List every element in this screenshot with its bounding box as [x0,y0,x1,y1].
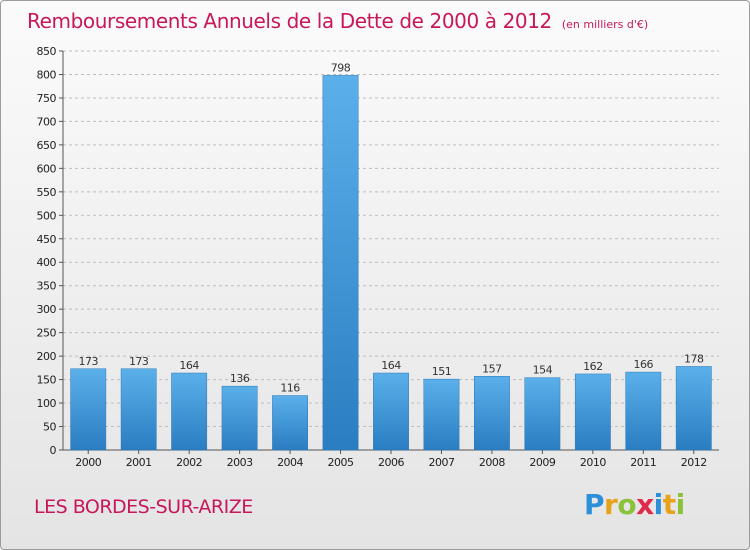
commune-name: LES BORDES-SUR-ARIZE [34,496,253,518]
data-label: 116 [280,382,300,395]
y-tick-label: 650 [37,139,57,152]
bar [574,373,611,451]
x-tick-labels: 2000 2001 2002 2003 2004 2005 2006 2007 2008 2009… [75,456,707,469]
bar [373,372,409,451]
bar [423,378,460,451]
y-tick-label: 200 [37,350,57,363]
x-tick-label: 2011 [630,456,656,469]
y-tick-label: 450 [37,233,57,246]
bar [171,372,208,451]
y-tick-label: 600 [37,162,57,175]
x-tick-label: 2005 [328,456,354,469]
x-tick-label: 2012 [681,456,707,469]
y-tick-label: 850 [37,45,57,58]
chart-title-main: Remboursements Annuels de la Dette de 20… [27,9,552,33]
x-tick-label: 2008 [479,456,505,469]
bar [272,395,308,451]
logo-letter: i [675,488,686,521]
data-label: 166 [634,358,654,371]
data-label: 162 [583,360,603,373]
proxiti-logo: Proxiti [584,488,685,521]
y-tick-label: 800 [37,68,57,81]
data-label: 173 [78,355,98,368]
logo-letter: t [662,488,676,521]
data-label: 157 [482,362,502,375]
y-tick-label: 750 [37,92,57,105]
x-tick-label: 2006 [378,456,404,469]
bar [474,376,510,451]
bar [120,368,157,451]
y-tick-label: 400 [37,256,57,269]
data-label: 164 [381,359,401,372]
x-tick-label: 2009 [529,456,555,469]
logo-letter: o [617,488,637,521]
y-tick-label: 50 [43,421,56,434]
logo-letter: x [636,488,654,521]
x-tick-label: 2001 [126,456,152,469]
bars [70,75,712,451]
y-tick-label: 500 [37,209,57,222]
y-tick-labels: 0 50 100 150 200 250 300 350 400 450 500 550 600 650 7… [37,45,58,457]
chart-subtitle: (en milliers d'€) [561,18,649,31]
y-tick-label: 550 [37,186,57,199]
bar [675,366,712,451]
chart-title: Remboursements Annuels de la Dette de 20… [27,9,648,33]
bar [322,75,359,451]
y-tick-label: 300 [37,303,57,316]
y-tick-label: 250 [37,327,57,340]
x-tick-label: 2003 [227,456,253,469]
bar [221,385,258,451]
y-tick-label: 350 [37,280,57,293]
logo-letter: i [653,488,664,521]
x-tick-label: 2000 [75,456,101,469]
data-label: 151 [432,365,452,378]
data-label: 798 [331,61,351,74]
bar [70,368,107,451]
bar [625,371,662,451]
x-tick-label: 2004 [277,456,303,469]
y-tick-label: 100 [37,397,57,410]
x-tick-label: 2002 [176,456,202,469]
data-label: 173 [129,355,149,368]
y-tick-label: 700 [37,115,57,128]
bar [524,377,561,451]
y-tick-label: 0 [50,444,57,457]
data-labels: 173 173 164 136 116 798 164 151 157 154 162 166 178 [78,61,704,394]
x-tick-label: 2010 [580,456,606,469]
logo-letter: P [584,488,605,521]
logo-letter: r [604,488,618,521]
data-label: 154 [533,364,553,377]
data-label: 136 [230,372,250,385]
x-tick-label: 2007 [428,456,454,469]
data-label: 178 [684,352,704,365]
data-label: 164 [179,359,199,372]
y-tick-label: 150 [37,374,57,387]
